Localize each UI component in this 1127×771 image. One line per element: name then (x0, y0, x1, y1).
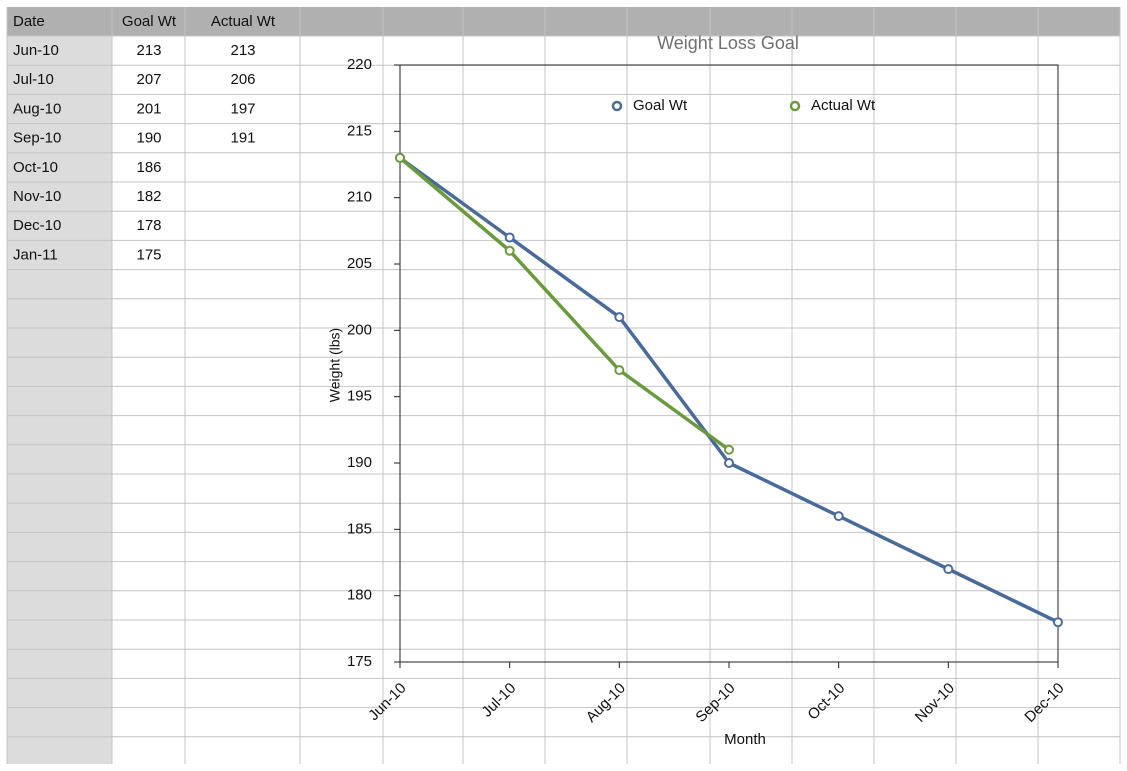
cell: Aug-10 (13, 100, 61, 117)
x-tick-label: Sep-10 (692, 680, 738, 726)
data-point (833, 511, 844, 522)
legend-label: Actual Wt (811, 97, 876, 114)
y-tick-label: 185 (347, 520, 372, 537)
y-tick-label: 200 (347, 321, 372, 338)
cell: 190 (136, 130, 161, 147)
legend-marker (789, 100, 801, 112)
data-point (943, 564, 954, 575)
cell: Jul-10 (13, 71, 54, 88)
x-tick-label: Aug-10 (583, 680, 629, 726)
data-point (614, 365, 625, 376)
cell: 178 (136, 217, 161, 234)
cell: 191 (230, 130, 255, 147)
cell: 197 (230, 100, 255, 117)
y-tick-label: 205 (347, 255, 372, 272)
cell: Nov-10 (13, 188, 61, 205)
cell: 186 (136, 159, 161, 176)
cell: 213 (136, 42, 161, 59)
data-point (724, 458, 734, 468)
column-header: Goal Wt (122, 13, 177, 30)
data-point (1053, 617, 1063, 628)
legend-marker (611, 100, 623, 112)
x-tick-label: Dec-10 (1021, 680, 1067, 726)
data-point (504, 232, 515, 243)
series-line (398, 156, 1059, 624)
chart-title: Weight Loss Goal (657, 33, 799, 53)
cell: Sep-10 (13, 130, 61, 147)
cell: 206 (230, 71, 255, 88)
x-axis-label: Month (724, 731, 766, 748)
x-tick-label: Nov-10 (912, 680, 958, 726)
cell-grid (6, 7, 1121, 764)
cell: Jan-11 (13, 246, 58, 263)
cell: 207 (136, 71, 161, 88)
x-tick-label: Jul-10 (478, 680, 519, 721)
data-point (395, 152, 405, 163)
cell: Jun-10 (13, 42, 59, 59)
cell: 182 (136, 188, 161, 205)
first-column (7, 36, 112, 764)
y-tick-label: 220 (347, 56, 372, 73)
data-point (614, 312, 625, 323)
y-tick-label: 190 (347, 454, 372, 471)
cell: 201 (136, 100, 161, 117)
plot-area (399, 64, 1059, 663)
y-tick-label: 215 (347, 122, 372, 139)
y-axis-label: Weight (lbs) (327, 328, 343, 402)
column-header: Actual Wt (211, 13, 276, 30)
legend-label: Goal Wt (633, 97, 688, 114)
x-tick-label: Oct-10 (804, 680, 848, 724)
cell: 213 (230, 42, 255, 59)
y-tick-label: 180 (347, 587, 372, 604)
series-line (398, 156, 731, 452)
cell: Oct-10 (13, 159, 58, 176)
y-tick-label: 175 (347, 653, 372, 670)
data-point (504, 245, 515, 256)
cell: Dec-10 (13, 217, 61, 234)
column-header: Date (13, 13, 45, 30)
data-point (724, 444, 734, 455)
x-tick-label: Jun-10 (365, 680, 409, 724)
y-tick-label: 210 (347, 189, 372, 206)
y-tick-label: 195 (347, 388, 372, 405)
header-row (7, 7, 1120, 36)
cell: 175 (136, 246, 161, 263)
